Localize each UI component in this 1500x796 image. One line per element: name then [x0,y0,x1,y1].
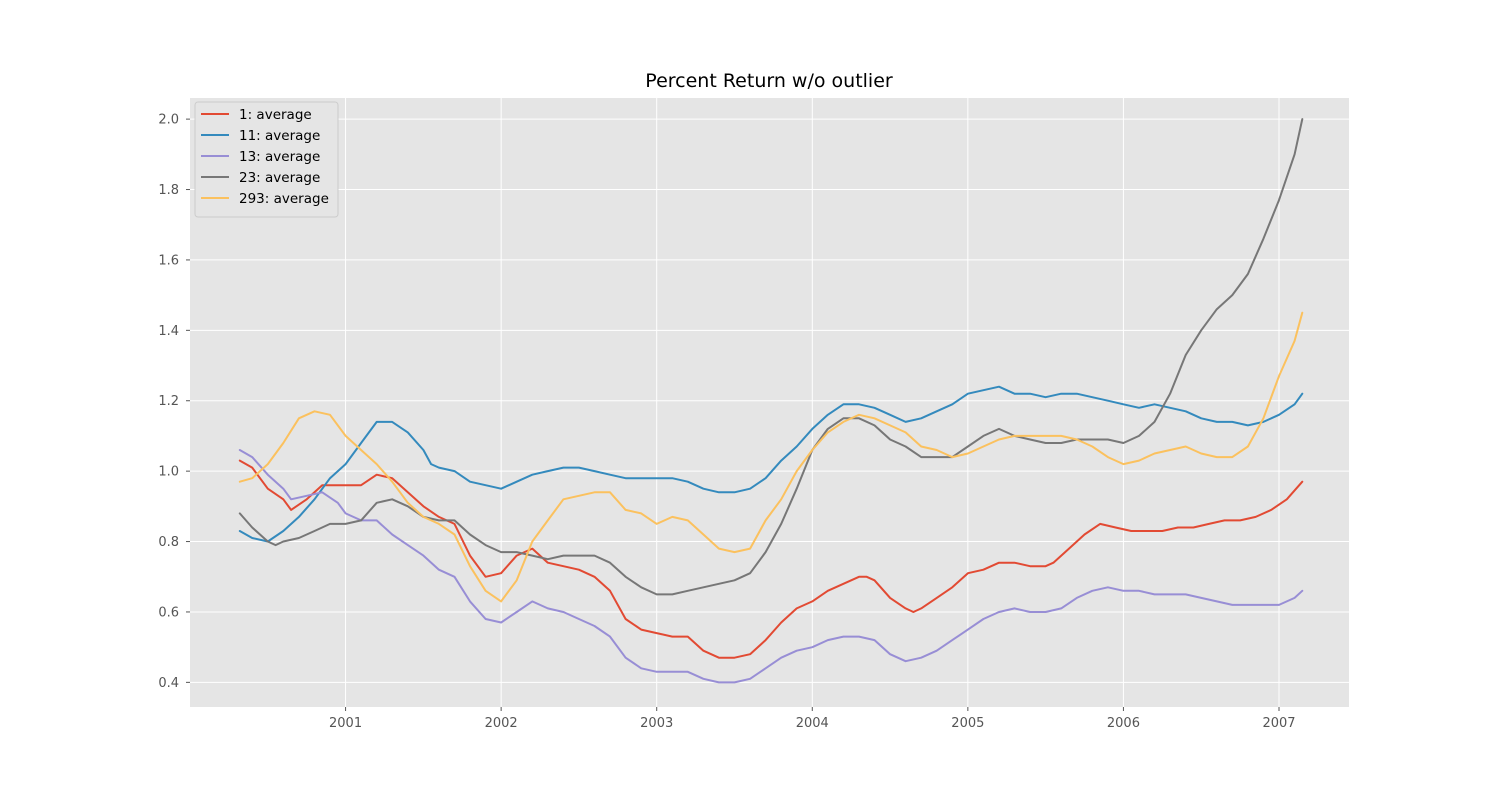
x-tick-label: 2004 [796,716,829,731]
x-tick-label: 2005 [951,716,984,731]
legend-label-0: 1: average [239,107,312,123]
plot-background [190,98,1349,707]
y-tick-label: 1.4 [158,324,179,339]
x-tick-label: 2003 [640,716,673,731]
y-tick-label: 1.2 [158,394,179,409]
y-tick-label: 1.6 [158,253,179,268]
x-axis-ticks: 2001 2002 2003 2004 2005 2006 2007 [329,707,1296,731]
legend-label-3: 23: average [239,170,320,186]
legend-label-2: 13: average [239,149,320,165]
series-layer [238,118,1304,684]
x-tick-label: 2001 [329,716,362,731]
legend: 1: average 11: average 13: average 23: aver… [194,101,339,218]
series-line-4 [238,311,1304,603]
x-tick-label: 2002 [485,716,518,731]
legend-label-4: 293: average [239,191,329,207]
legend-box [194,101,339,218]
series-line-0 [238,459,1304,659]
y-tick-label: 2.0 [158,113,179,128]
x-tick-label: 2007 [1262,716,1295,731]
chart-title: Percent Return w/o outlier [645,70,893,92]
y-tick-label: 0.8 [158,535,179,550]
y-axis-ticks: 0.4 0.6 0.8 1.0 1.2 1.4 1.6 1.8 2.0 [158,113,190,691]
series-line-2 [238,449,1304,684]
y-tick-label: 1.8 [158,183,179,198]
series-line-3 [238,118,1304,596]
y-tick-label: 0.4 [158,676,179,691]
y-tick-label: 1.0 [158,465,179,480]
series-line-1 [238,385,1304,543]
grid [190,98,1349,707]
y-tick-label: 0.6 [158,605,179,620]
x-tick-label: 2006 [1107,716,1140,731]
legend-label-1: 11: average [239,128,320,144]
